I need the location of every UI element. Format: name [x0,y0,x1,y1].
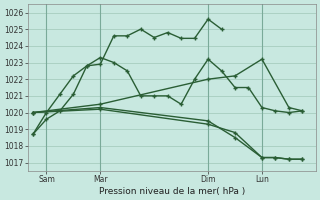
X-axis label: Pression niveau de la mer( hPa ): Pression niveau de la mer( hPa ) [99,187,245,196]
